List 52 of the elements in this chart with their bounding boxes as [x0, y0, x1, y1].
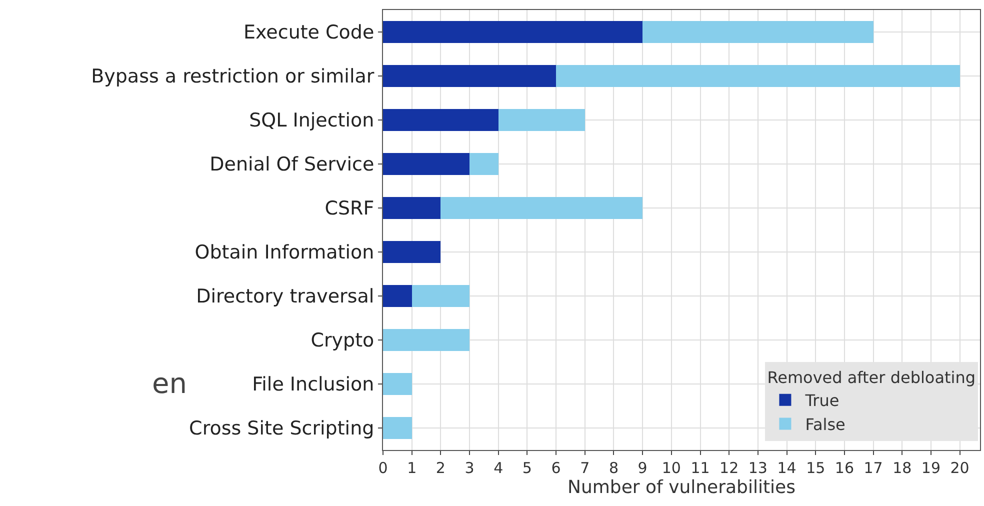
bar — [556, 65, 960, 87]
x-tick-label: 6 — [551, 459, 561, 477]
x-tick-label: 2 — [436, 459, 446, 477]
x-tick-label: 5 — [522, 459, 532, 477]
legend-label: True — [804, 391, 840, 410]
x-tick-label: 9 — [638, 459, 648, 477]
bar — [470, 153, 498, 175]
y-tick-label: SQL Injection — [249, 110, 374, 132]
x-tick-label: 7 — [580, 459, 590, 477]
y-tick-label: Denial Of Service — [210, 154, 374, 176]
y-tick-label: File Inclusion — [252, 374, 374, 396]
x-tick-label: 14 — [777, 459, 796, 477]
bar — [383, 329, 470, 351]
bar — [383, 417, 412, 439]
x-tick-label: 20 — [950, 459, 970, 477]
x-tick-label: 0 — [378, 459, 388, 477]
bar — [383, 153, 470, 175]
x-tick-label: 3 — [464, 459, 474, 477]
x-tick-label: 10 — [662, 459, 681, 477]
x-tick-label: 1 — [407, 459, 417, 477]
x-tick-label: 18 — [892, 459, 912, 477]
bar — [440, 197, 643, 219]
bar — [383, 241, 441, 263]
x-tick-label: 11 — [690, 459, 710, 477]
x-tick-label: 8 — [608, 459, 618, 477]
y-tick-label: CSRF — [324, 198, 374, 220]
bar — [383, 197, 441, 219]
bar — [498, 109, 585, 131]
y-tick-label: Obtain Information — [194, 242, 374, 264]
x-tick-label: 13 — [748, 459, 768, 477]
bar — [383, 65, 556, 87]
bar — [412, 285, 470, 307]
bar — [383, 109, 498, 131]
x-tick-label: 16 — [834, 459, 854, 477]
y-tick-label: Cross Site Scripting — [189, 418, 374, 440]
x-tick-label: 12 — [720, 459, 739, 477]
bar — [383, 21, 643, 43]
x-axis-title: Number of vulnerabilities — [567, 477, 796, 498]
bar — [642, 21, 874, 43]
legend-label: False — [805, 414, 846, 434]
text: en — [152, 367, 187, 400]
y-tick-label: Directory traversal — [196, 286, 374, 308]
bar — [383, 373, 412, 395]
x-tick-label: 17 — [864, 459, 883, 477]
x-tick-label: 15 — [806, 459, 826, 477]
y-tick-label: Bypass a restriction or similar — [91, 66, 374, 88]
y-tick-label: Execute Code — [244, 22, 374, 44]
x-tick-label: 4 — [494, 459, 504, 477]
bar — [383, 285, 412, 307]
x-tick-label: 19 — [921, 459, 941, 477]
legend-title: Removed after debloating — [767, 368, 976, 387]
y-tick-label: Crypto — [310, 330, 374, 352]
